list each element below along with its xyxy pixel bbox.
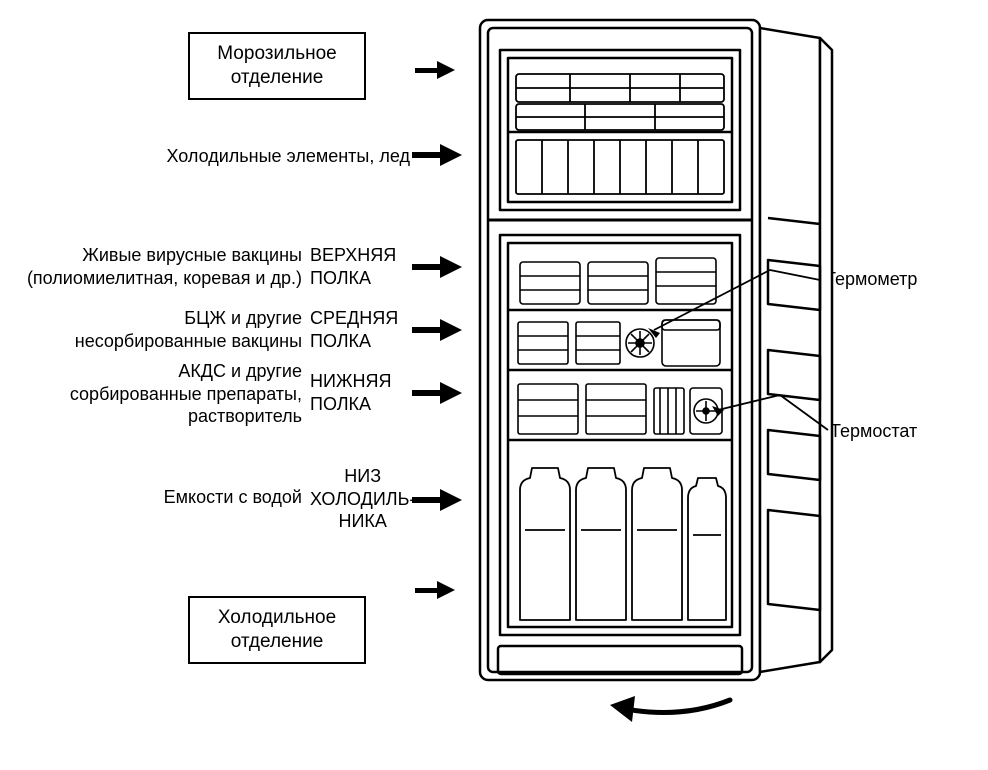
bottom-shelf-l3: НИКА — [310, 510, 415, 533]
top-shelf-desc-l2: (полиомиелитная, коревая и др.) — [0, 267, 302, 290]
bottom-shelf-l2: ХОЛОДИЛЬ- — [310, 488, 415, 511]
mid-shelf-desc-l1: БЦЖ и другие — [0, 307, 302, 330]
mid-shelf-desc-l2: несорбированные вакцины — [0, 330, 302, 353]
low-shelf-desc-l1: АКДС и другие — [0, 360, 302, 383]
fridge-section-line1: Холодильное — [208, 606, 346, 630]
mid-shelf-l1: СРЕДНЯЯ — [310, 307, 398, 330]
low-shelf-desc: АКДС и другие сорбированные препараты, р… — [0, 360, 302, 428]
bottom-shelf-l1: НИЗ — [310, 465, 415, 488]
low-shelf-l2: ПОЛКА — [310, 393, 392, 416]
top-shelf-l1: ВЕРХНЯЯ — [310, 244, 396, 267]
top-shelf-label: ВЕРХНЯЯ ПОЛКА — [310, 244, 396, 289]
low-shelf-desc-l3: растворитель — [0, 405, 302, 428]
freezer-section-line2: отделение — [208, 66, 346, 90]
mid-shelf-l2: ПОЛКА — [310, 330, 398, 353]
top-shelf-desc: Живые вирусные вакцины (полиомиелитная, … — [0, 244, 302, 289]
bottom-shelf-label: НИЗ ХОЛОДИЛЬ- НИКА — [310, 465, 415, 533]
freezer-section-box: Морозильное отделение — [188, 32, 366, 100]
diagram-root: Морозильное отделение Холодильные элемен… — [0, 0, 988, 770]
fridge-section-box: Холодильное отделение — [188, 596, 366, 664]
mid-shelf-desc: БЦЖ и другие несорбированные вакцины — [0, 307, 302, 352]
freezer-section-line1: Морозильное — [208, 42, 346, 66]
low-shelf-l1: НИЖНЯЯ — [310, 370, 392, 393]
fridge-section-line2: отделение — [208, 630, 346, 654]
ice-label: Холодильные элементы, лед — [40, 145, 410, 168]
top-shelf-l2: ПОЛКА — [310, 267, 396, 290]
top-shelf-desc-l1: Живые вирусные вакцины — [0, 244, 302, 267]
refrigerator-illustration — [460, 10, 980, 750]
low-shelf-label: НИЖНЯЯ ПОЛКА — [310, 370, 392, 415]
bottom-desc: Емкости с водой — [0, 486, 302, 509]
mid-shelf-label: СРЕДНЯЯ ПОЛКА — [310, 307, 398, 352]
low-shelf-desc-l2: сорбированные препараты, — [0, 383, 302, 406]
